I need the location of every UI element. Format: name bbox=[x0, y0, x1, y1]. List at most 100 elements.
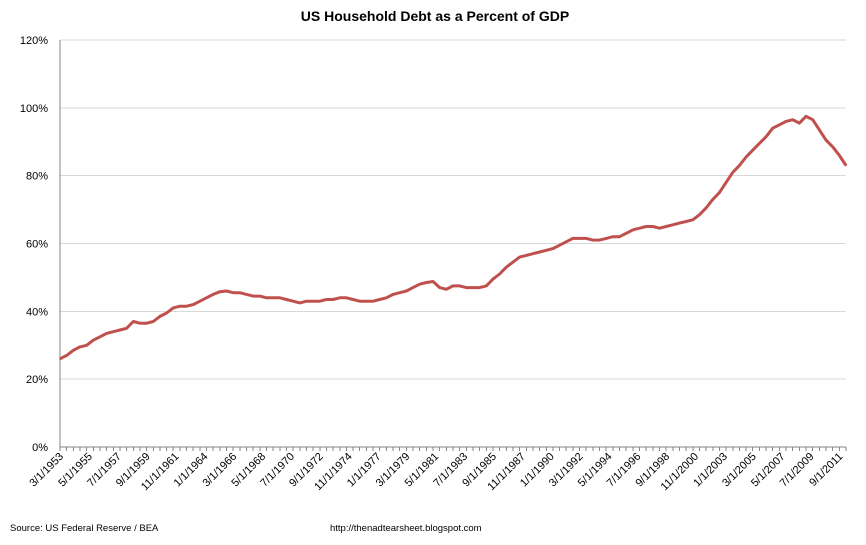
y-tick-label: 40% bbox=[26, 306, 48, 318]
data-point bbox=[105, 332, 108, 335]
data-point bbox=[358, 300, 361, 302]
data-point bbox=[478, 286, 481, 289]
data-point bbox=[59, 358, 61, 360]
data-point bbox=[738, 164, 741, 167]
data-point bbox=[805, 115, 807, 118]
data-point bbox=[525, 254, 528, 257]
y-axis-ticks: 0% 20% 40% 60% 80% 100% 120% bbox=[20, 35, 48, 454]
data-point bbox=[185, 305, 188, 308]
data-point bbox=[745, 156, 747, 158]
data-point bbox=[565, 241, 568, 243]
data-point bbox=[352, 298, 354, 301]
data-point bbox=[691, 218, 694, 221]
data-point bbox=[811, 118, 814, 121]
data-point bbox=[425, 281, 428, 284]
data-point bbox=[392, 293, 394, 296]
y-tick-label: 0% bbox=[32, 442, 48, 454]
data-point bbox=[605, 237, 608, 240]
data-point bbox=[345, 296, 348, 299]
data-point bbox=[239, 291, 241, 294]
data-point bbox=[665, 225, 667, 228]
data-point bbox=[465, 286, 468, 289]
data-point bbox=[332, 298, 334, 301]
data-point bbox=[558, 244, 561, 246]
data-point bbox=[818, 129, 821, 131]
data-point bbox=[705, 207, 707, 209]
data-point bbox=[598, 239, 601, 241]
data-point bbox=[711, 198, 714, 201]
grid-lines bbox=[60, 39, 846, 380]
data-point bbox=[112, 330, 115, 333]
data-point bbox=[259, 295, 261, 297]
data-point bbox=[318, 300, 321, 302]
data-point bbox=[165, 312, 168, 314]
data-point bbox=[245, 293, 248, 296]
data-point bbox=[205, 296, 208, 299]
data-point bbox=[418, 283, 421, 286]
data-point bbox=[225, 290, 228, 292]
data-point bbox=[159, 315, 161, 318]
data-point bbox=[492, 278, 494, 280]
y-tick-label: 80% bbox=[26, 171, 48, 183]
data-point bbox=[838, 154, 841, 157]
data-point bbox=[632, 229, 634, 231]
data-point bbox=[518, 256, 521, 258]
data-point bbox=[65, 354, 68, 357]
data-point bbox=[572, 237, 574, 240]
data-point bbox=[145, 322, 148, 325]
data-point bbox=[718, 191, 721, 194]
data-point bbox=[652, 225, 654, 228]
data-point bbox=[731, 171, 734, 174]
data-point bbox=[432, 280, 434, 283]
data-point bbox=[545, 249, 548, 252]
data-point bbox=[232, 291, 234, 294]
data-point bbox=[831, 146, 834, 148]
data-point bbox=[405, 290, 408, 292]
data-point bbox=[625, 232, 627, 235]
data-point bbox=[538, 251, 541, 253]
data-point bbox=[771, 127, 774, 129]
data-point bbox=[92, 339, 95, 341]
data-point bbox=[758, 142, 761, 145]
data-point bbox=[365, 300, 368, 302]
data-point bbox=[79, 346, 81, 348]
data-point bbox=[378, 298, 381, 301]
data-point bbox=[279, 296, 281, 299]
data-point bbox=[638, 227, 641, 230]
data-point bbox=[305, 300, 308, 302]
data-point bbox=[338, 296, 341, 299]
data-point bbox=[85, 344, 88, 347]
data-point bbox=[678, 222, 681, 224]
data-point bbox=[645, 225, 647, 228]
data-point bbox=[219, 290, 221, 293]
data-point bbox=[292, 300, 294, 302]
data-point bbox=[385, 296, 388, 299]
series-line bbox=[59, 114, 848, 361]
data-point bbox=[845, 164, 847, 167]
data-point bbox=[618, 235, 621, 238]
y-tick-label: 120% bbox=[20, 35, 48, 47]
data-point bbox=[765, 135, 767, 138]
data-point bbox=[498, 273, 501, 275]
chart-title: US Household Debt as a Percent of GDP bbox=[301, 8, 569, 24]
data-point bbox=[325, 298, 328, 301]
source-note: Source: US Federal Reserve / BEA bbox=[10, 523, 159, 534]
data-point bbox=[658, 227, 661, 230]
data-point bbox=[751, 149, 754, 152]
data-point bbox=[252, 295, 254, 297]
data-point bbox=[179, 305, 181, 308]
data-point bbox=[612, 235, 614, 238]
blog-url[interactable]: http://thenadtearsheet.blogspot.com bbox=[330, 523, 482, 534]
data-point bbox=[585, 237, 588, 240]
data-point bbox=[452, 285, 454, 287]
data-point bbox=[285, 298, 288, 301]
data-point bbox=[298, 302, 301, 304]
data-point bbox=[825, 139, 827, 141]
data-point bbox=[512, 261, 514, 263]
data-point bbox=[685, 220, 687, 223]
data-point bbox=[725, 181, 727, 184]
data-point bbox=[505, 266, 508, 269]
data-point bbox=[552, 247, 554, 250]
data-point bbox=[119, 329, 121, 331]
